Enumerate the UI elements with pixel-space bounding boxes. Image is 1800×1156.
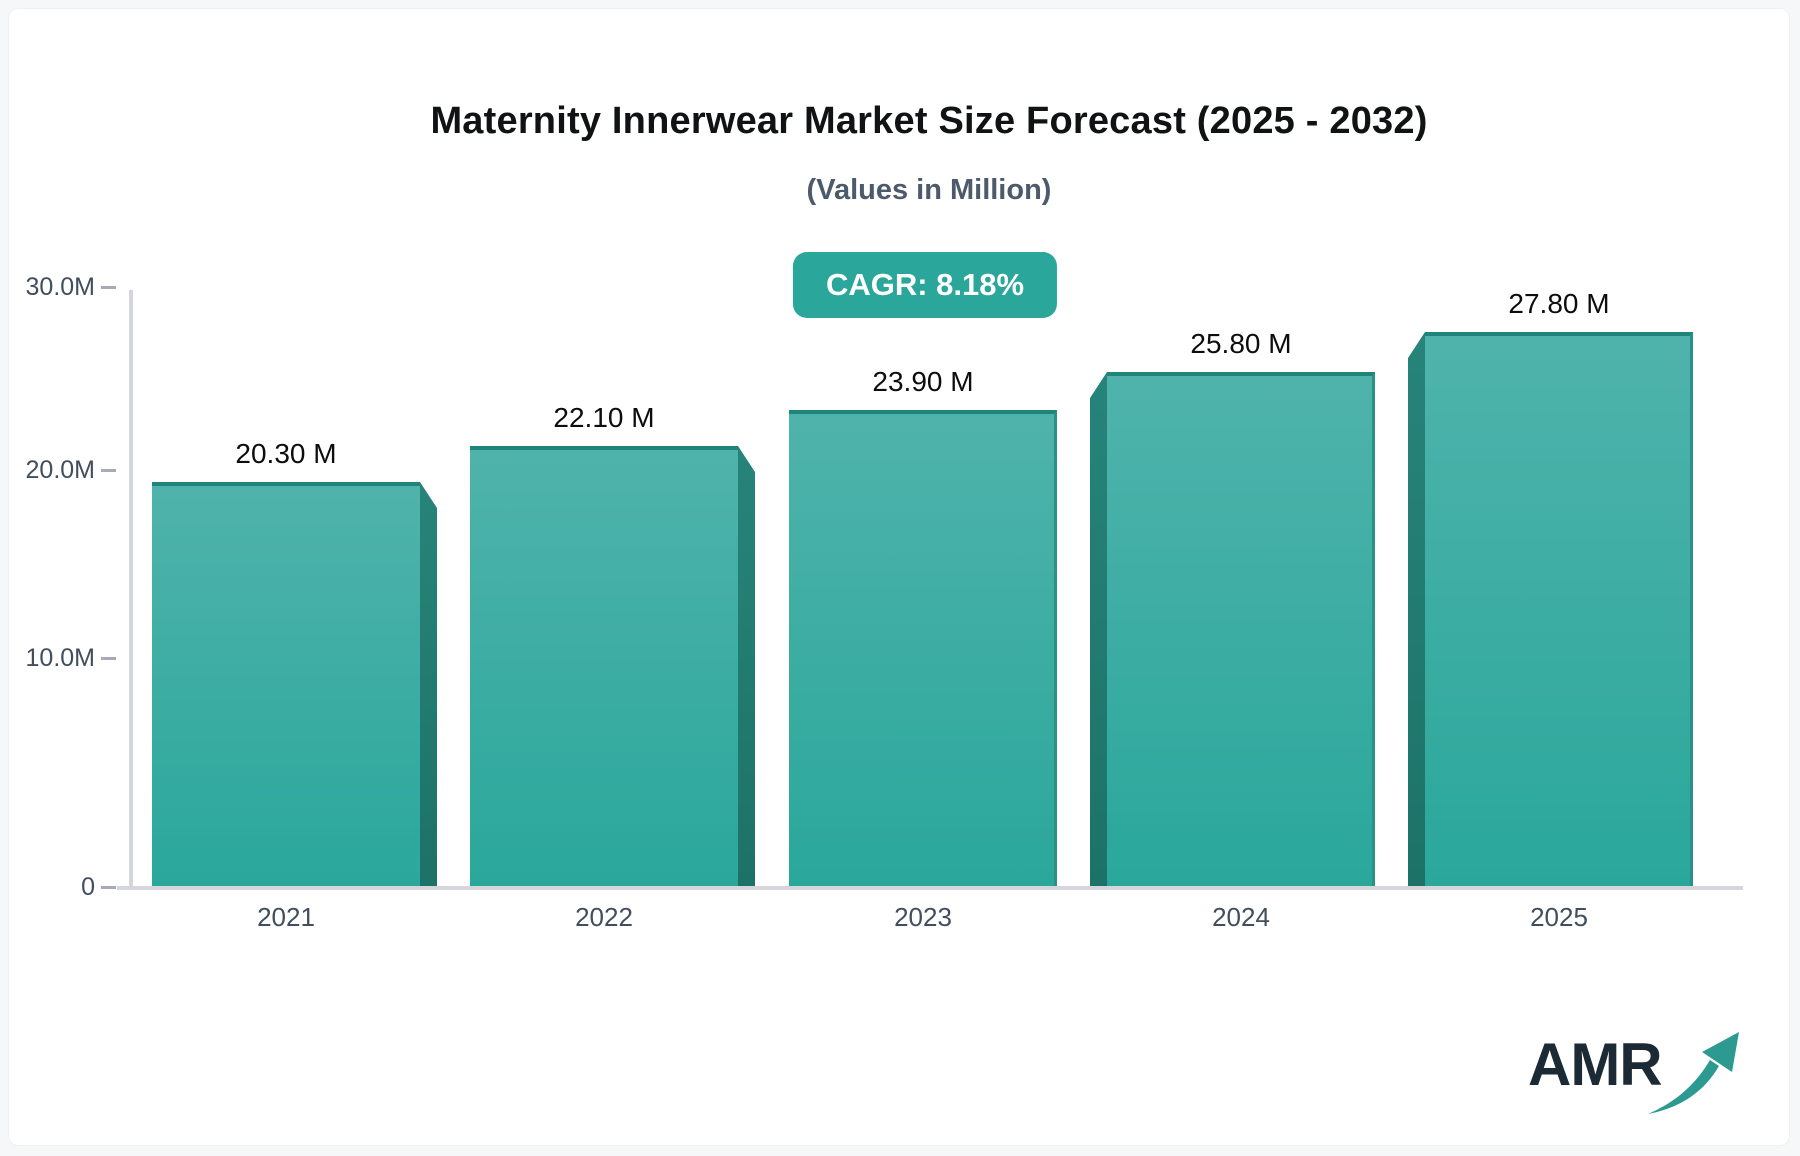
chart-subtitle: (Values in Million) — [806, 174, 1052, 206]
growth-arrow-icon — [1648, 1032, 1739, 1114]
x-tick-label-2021: 2021 — [257, 902, 315, 932]
y-tick-label-30.0M: 30.0M — [25, 273, 95, 301]
bar-2022[interactable] — [470, 446, 738, 888]
chart-title: Maternity Innerwear Market Size Forecast… — [430, 100, 1428, 142]
bar-3d-side-2022 — [738, 446, 755, 888]
bar-value-label-2023: 23.90 M — [872, 366, 974, 397]
bar-3d-side-2021 — [420, 482, 437, 888]
bar-2023[interactable] — [789, 410, 1057, 888]
bar-value-label-2022: 22.10 M — [553, 402, 655, 433]
bar-2024[interactable] — [1107, 372, 1375, 888]
y-tick-label-20.0M: 20.0M — [25, 456, 95, 484]
y-tick-mark — [101, 886, 116, 889]
cagr-badge: CAGR: 8.18% — [792, 252, 1058, 318]
y-tick-mark — [101, 469, 116, 472]
x-tick-label-2023: 2023 — [894, 902, 952, 932]
bar-3d-side-2024 — [1090, 372, 1107, 888]
y-tick-label-0: 0 — [81, 873, 95, 901]
amr-logo-text: AMR — [1528, 1031, 1663, 1098]
y-tick-label-10.0M: 10.0M — [25, 644, 95, 672]
x-tick-label-2025: 2025 — [1530, 902, 1588, 932]
bar-2021[interactable] — [152, 482, 420, 888]
bar-3d-side-2025 — [1408, 332, 1425, 888]
y-axis-line — [129, 290, 133, 888]
amr-logo: AMR — [1528, 1030, 1739, 1120]
bar-value-label-2024: 25.80 M — [1190, 328, 1292, 359]
bar-2025[interactable] — [1425, 332, 1693, 888]
y-tick-mark — [101, 286, 116, 289]
x-axis-line — [117, 886, 1743, 890]
bar-value-label-2021: 20.30 M — [235, 438, 337, 469]
y-tick-mark — [101, 657, 116, 660]
x-tick-label-2022: 2022 — [575, 902, 633, 932]
bar-value-label-2025: 27.80 M — [1508, 288, 1610, 319]
x-tick-label-2024: 2024 — [1212, 902, 1270, 932]
